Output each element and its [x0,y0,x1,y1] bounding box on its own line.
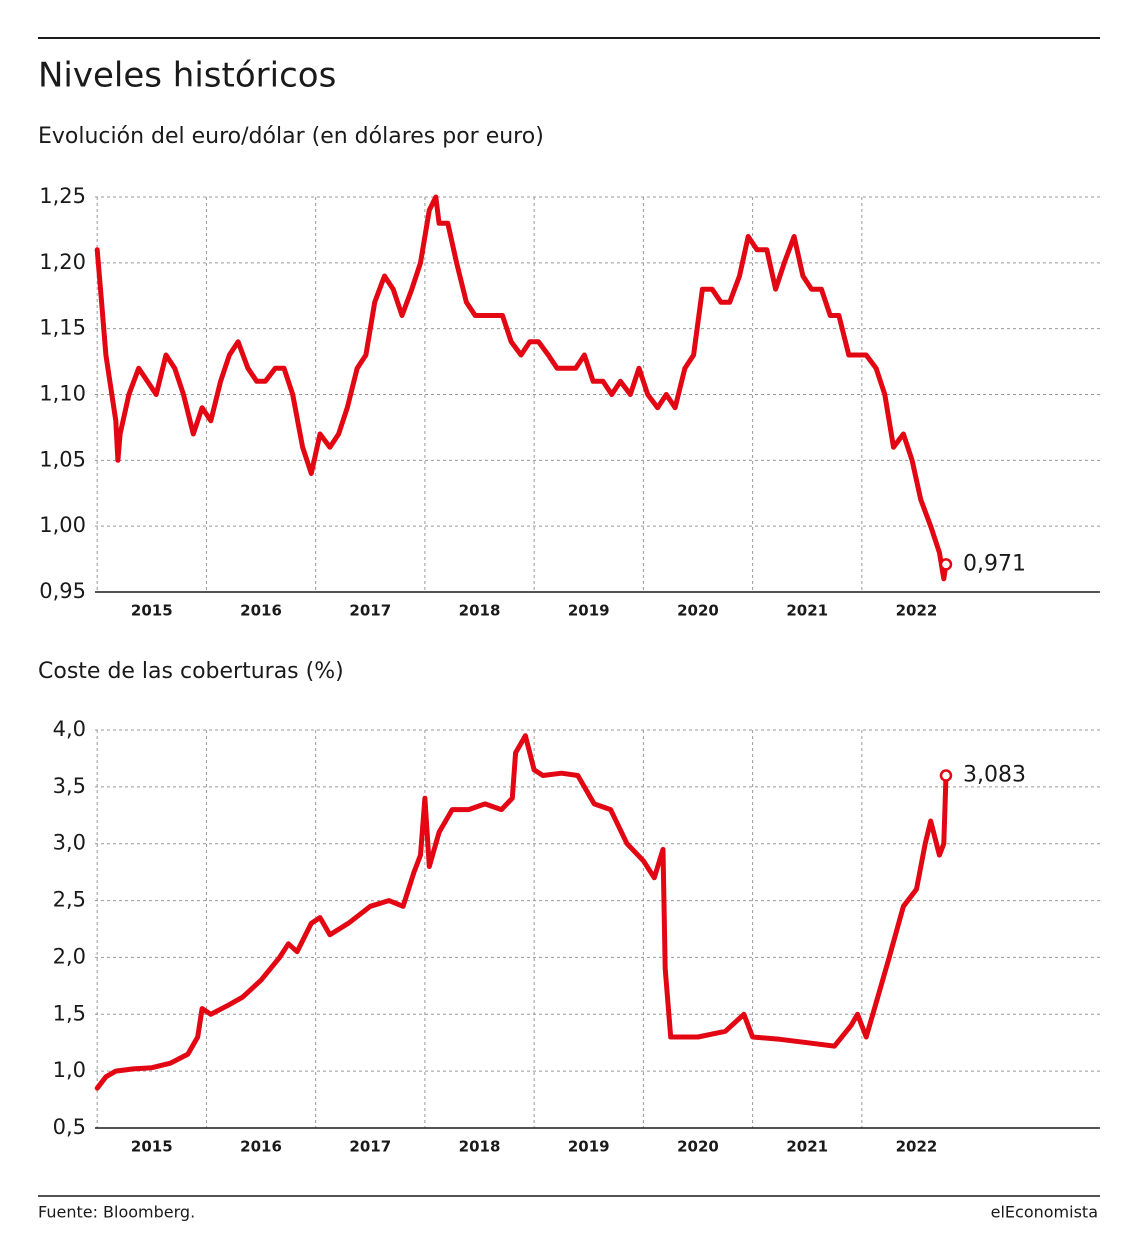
y-tick-label: 1,05 [39,447,86,471]
x-tick-label: 2015 [131,1138,173,1156]
y-tick-label: 1,15 [39,316,86,340]
end-point [939,769,953,782]
y-tick-label: 2,5 [53,888,86,912]
y-tick-label: 4,0 [53,717,86,741]
x-tick-label: 2018 [459,1138,501,1156]
data-line [94,733,949,1091]
x-tick-label: 2020 [677,602,719,620]
x-tick-label: 2022 [896,1138,938,1156]
x-tick-label: 2019 [568,602,610,620]
chart-title: Evolución del euro/dólar (en dólares por… [38,124,544,149]
x-tick-label: 2016 [240,602,282,620]
x-tick-label: 2019 [568,1138,610,1156]
x-tick-label: 2022 [896,602,938,620]
y-tick-label: 1,10 [39,382,86,406]
x-tick-label: 2021 [786,1138,828,1156]
end-point [939,558,953,571]
end-annotation: 3,083 [963,762,1026,787]
y-tick-label: 1,25 [39,184,86,208]
y-tick-label: 1,20 [39,250,86,274]
x-tick-label: 2016 [240,1138,282,1156]
x-tick-label: 2021 [786,602,828,620]
y-tick-label: 1,5 [53,1001,86,1025]
x-tick-label: 2015 [131,602,173,620]
end-annotation: 0,971 [963,551,1026,576]
chart-title: Coste de las coberturas (%) [38,659,344,684]
y-tick-label: 0,5 [53,1115,86,1139]
y-tick-label: 3,5 [53,774,86,798]
y-tick-label: 1,00 [39,513,86,537]
title: Niveles históricos [38,56,336,96]
x-tick-label: 2017 [349,602,391,620]
source: Fuente: Bloomberg. [38,1203,195,1222]
x-tick-label: 2017 [349,1138,391,1156]
y-tick-label: 1,0 [53,1058,86,1082]
brand: elEconomista [991,1203,1098,1222]
x-tick-label: 2018 [459,602,501,620]
y-tick-label: 0,95 [39,579,86,603]
data-line [94,194,949,582]
x-tick-label: 2020 [677,1138,719,1156]
y-tick-label: 2,0 [53,944,86,968]
y-tick-label: 3,0 [53,831,86,855]
